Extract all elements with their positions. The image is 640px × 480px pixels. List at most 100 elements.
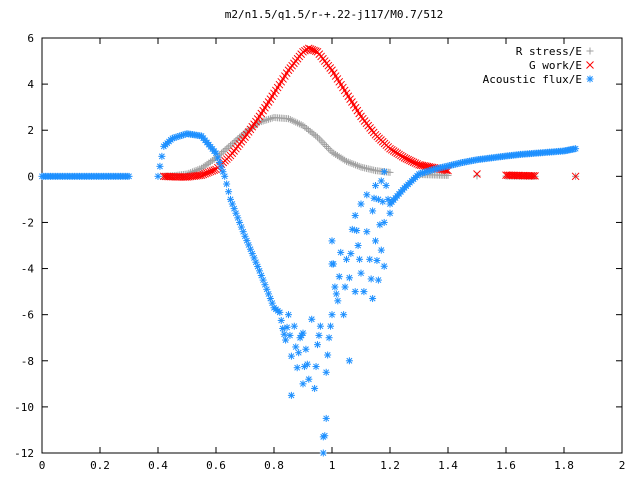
- data-point: [324, 144, 332, 152]
- data-point: [295, 120, 303, 128]
- data-point: [301, 46, 309, 55]
- data-point: [343, 157, 350, 165]
- data-point: [225, 188, 233, 196]
- data-point: [348, 160, 356, 168]
- data-point: [312, 132, 320, 140]
- data-point: [344, 158, 352, 166]
- series-layer: [38, 44, 580, 457]
- data-point: [280, 330, 288, 338]
- data-point: [207, 158, 215, 166]
- x-tick-label: 1.2: [380, 459, 400, 472]
- data-point: [386, 209, 394, 217]
- data-point: [382, 182, 390, 190]
- data-point: [308, 129, 316, 137]
- x-tick-label: 1.4: [438, 459, 458, 472]
- data-point: [367, 275, 375, 283]
- data-point: [332, 290, 340, 298]
- data-point: [265, 115, 273, 123]
- data-point: [379, 198, 387, 206]
- legend-marker: [586, 61, 594, 69]
- data-point: [286, 116, 294, 124]
- data-point: [319, 139, 327, 147]
- data-point: [294, 119, 302, 127]
- data-point: [380, 218, 388, 226]
- data-point: [337, 248, 345, 256]
- data-point: [295, 349, 303, 357]
- x-tick-label: 0.6: [206, 459, 226, 472]
- data-point: [529, 171, 538, 180]
- data-point: [345, 357, 353, 365]
- data-point: [386, 168, 394, 176]
- data-point: [279, 325, 287, 332]
- data-point: [199, 163, 207, 171]
- y-tick-label: -4: [21, 263, 35, 276]
- data-point: [357, 200, 365, 208]
- data-point: [156, 162, 164, 170]
- data-point: [210, 166, 219, 174]
- x-tick-label: 1: [329, 459, 336, 472]
- data-point: [350, 160, 358, 168]
- data-point: [352, 161, 360, 169]
- data-point: [299, 380, 307, 388]
- y-tick-label: 6: [27, 32, 34, 45]
- data-point: [356, 255, 364, 263]
- data-point: [363, 191, 371, 199]
- data-point: [292, 118, 300, 126]
- y-tick-label: -2: [21, 216, 34, 229]
- data-point: [234, 135, 242, 143]
- y-tick-label: -6: [21, 309, 34, 322]
- data-point: [370, 194, 378, 202]
- data-point: [335, 273, 343, 281]
- data-point: [473, 170, 481, 178]
- data-point: [287, 391, 295, 399]
- y-tick-label: -10: [14, 401, 34, 414]
- data-point: [337, 154, 345, 162]
- data-point: [263, 285, 271, 293]
- x-tick-label: 0.2: [90, 459, 110, 472]
- y-tick-label: 0: [27, 170, 34, 183]
- legend-label: R stress/E: [516, 45, 582, 58]
- plot-frame: [41, 37, 623, 454]
- data-point: [572, 145, 580, 153]
- data-point: [125, 172, 133, 180]
- data-point: [330, 149, 338, 157]
- data-point: [327, 322, 335, 330]
- data-point: [335, 153, 343, 161]
- data-point: [263, 116, 271, 124]
- data-point: [322, 368, 330, 376]
- data-point: [376, 221, 384, 229]
- data-point: [297, 121, 305, 129]
- data-point: [345, 274, 353, 282]
- data-point: [531, 172, 539, 180]
- data-point: [256, 118, 263, 126]
- data-point: [357, 269, 365, 277]
- data-point: [285, 115, 292, 123]
- data-point: [221, 172, 229, 180]
- data-point: [328, 311, 336, 319]
- data-point: [380, 168, 388, 176]
- data-point: [310, 130, 318, 138]
- data-point: [282, 336, 290, 344]
- data-point: [276, 308, 284, 316]
- data-point: [354, 242, 362, 249]
- data-point: [230, 138, 238, 146]
- data-point: [283, 323, 291, 331]
- x-tick-label: 0: [39, 459, 46, 472]
- data-point: [304, 126, 312, 134]
- data-point: [312, 363, 320, 371]
- data-point: [303, 124, 311, 132]
- data-point: [340, 311, 348, 319]
- data-point: [373, 256, 381, 264]
- data-point: [308, 315, 316, 323]
- data-point: [286, 331, 294, 339]
- data-point: [323, 143, 331, 151]
- data-point: [288, 116, 296, 124]
- data-point: [321, 432, 329, 440]
- data-point: [205, 159, 213, 167]
- data-point: [317, 137, 325, 145]
- x-tick-label: 2: [619, 459, 626, 472]
- data-point: [380, 262, 388, 270]
- data-point: [369, 207, 377, 215]
- data-point: [306, 127, 314, 135]
